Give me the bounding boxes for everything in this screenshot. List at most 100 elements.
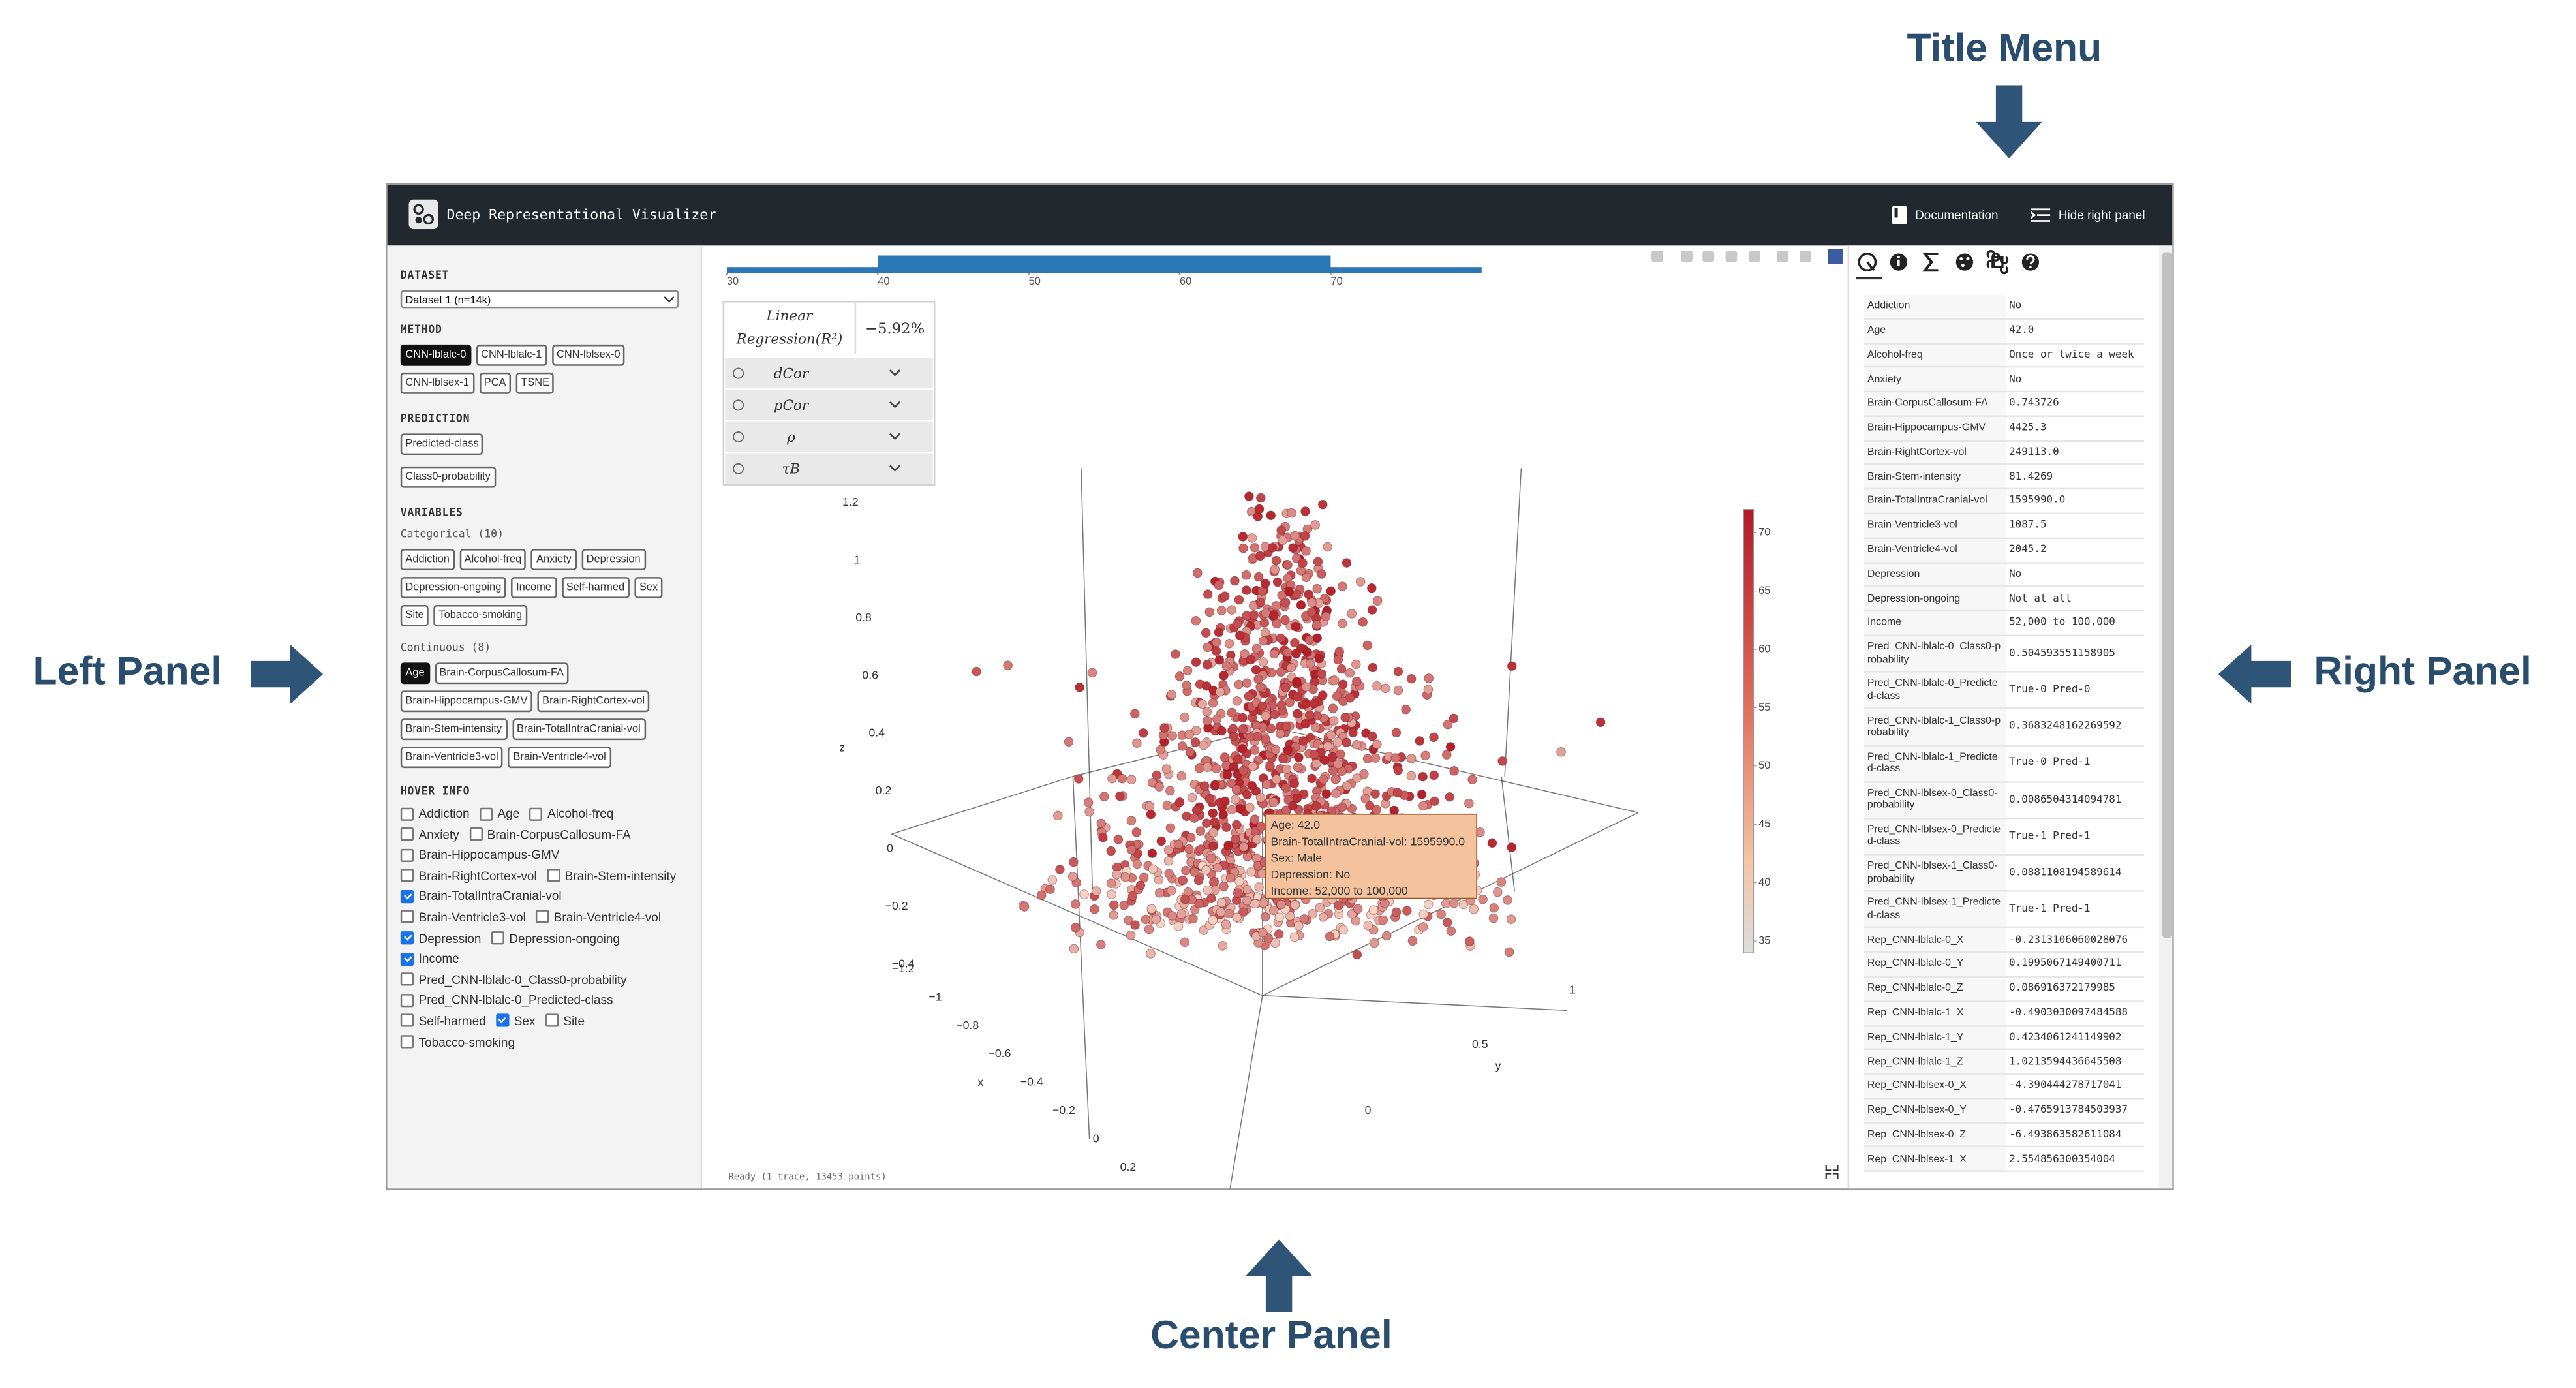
- toggle-button[interactable]: Income: [511, 577, 557, 598]
- scatter-point: [1595, 717, 1606, 728]
- toggle-button[interactable]: Anxiety: [531, 549, 577, 570]
- toggle-button[interactable]: Brain-Hippocampus-GMV: [400, 690, 533, 713]
- toggle-button[interactable]: Brain-Stem-intensity: [400, 718, 507, 741]
- stats-title-line: Linear: [766, 308, 814, 324]
- documentation-button[interactable]: Documentation: [1915, 208, 1999, 223]
- scatter-point: [1353, 904, 1363, 914]
- tab-commands[interactable]: [1986, 250, 2009, 275]
- scatter-point: [1126, 844, 1137, 855]
- toggle-button[interactable]: Sex: [634, 577, 663, 598]
- stats-title-line: Regression(R²): [736, 331, 843, 347]
- toggle-button[interactable]: Alcohol-freq: [459, 549, 527, 570]
- scrollbar-thumb[interactable]: [2161, 252, 2171, 938]
- checkbox[interactable]: [400, 889, 414, 903]
- toggle-button[interactable]: Addiction: [400, 549, 455, 570]
- toggle-button[interactable]: Brain-TotalIntraCranial-vol: [512, 718, 646, 741]
- row-key: Pred_CNN-lblsex-1_Class0-probability: [1863, 854, 2006, 893]
- scatter-point: [1213, 863, 1223, 873]
- scatter-point: [1148, 777, 1158, 788]
- hover-item: Tobacco-smoking: [400, 1034, 515, 1049]
- scrollbar[interactable]: [2158, 245, 2173, 1189]
- row-key: Brain-RightCortex-vol: [1863, 440, 2006, 466]
- scatter-point: [1232, 696, 1242, 706]
- checkbox[interactable]: [479, 807, 493, 820]
- tab-info[interactable]: [1890, 253, 1907, 271]
- checkbox[interactable]: [400, 1014, 414, 1028]
- table-row: Rep_CNN-lblalc-0_X -0.2313106060028076: [1863, 927, 2145, 953]
- tab-stats[interactable]: [1922, 252, 1939, 272]
- checkbox[interactable]: [400, 952, 414, 966]
- scatter-point: [1191, 805, 1202, 815]
- scatter-point: [1263, 933, 1274, 944]
- hover-item: Depression: [400, 931, 481, 946]
- toggle-button[interactable]: CNN-lblsex-0: [551, 344, 626, 366]
- dataset-select[interactable]: Dataset 1 (n=14k): [400, 290, 679, 309]
- scatter-point: [1418, 801, 1428, 811]
- checkbox[interactable]: [400, 827, 414, 841]
- checkbox[interactable]: [491, 931, 504, 945]
- tab-colors[interactable]: [1955, 253, 1974, 271]
- axis-tick-label: −0.4: [1020, 1075, 1043, 1088]
- checkbox[interactable]: [400, 848, 414, 862]
- tooltip-line: Sex: Male: [1270, 852, 1322, 865]
- scatter-point: [1003, 660, 1013, 671]
- checkbox[interactable]: [400, 993, 414, 1007]
- scatter-point: [1367, 605, 1377, 615]
- checkbox[interactable]: [400, 972, 414, 987]
- scatter-point: [1055, 865, 1065, 874]
- checkbox[interactable]: [400, 910, 414, 924]
- axis-tick-label: 0: [887, 842, 893, 855]
- toggle-button[interactable]: PCA: [479, 372, 512, 394]
- annotation: Left Panel: [33, 649, 222, 694]
- scatter-point: [1233, 754, 1243, 765]
- hide-right-panel-button[interactable]: Hide right panel: [2058, 208, 2145, 223]
- scatter-point: [1294, 921, 1304, 931]
- checkbox[interactable]: [400, 807, 414, 820]
- scatter-point: [1289, 932, 1300, 942]
- checkbox[interactable]: [400, 931, 414, 945]
- toggle-button[interactable]: TSNE: [515, 372, 555, 394]
- toggle-button[interactable]: Tobacco-smoking: [433, 605, 527, 626]
- scatter-point: [1246, 867, 1256, 877]
- scatter-point: [1234, 679, 1244, 690]
- section-label: HOVER INFO: [400, 784, 470, 798]
- toggle-button[interactable]: CNN-lblalc-1: [476, 344, 547, 366]
- checkbox[interactable]: [545, 1014, 559, 1028]
- checkbox[interactable]: [535, 910, 549, 924]
- toggle-button[interactable]: Self-harmed: [561, 577, 630, 598]
- toggle-button[interactable]: Brain-RightCortex-vol: [537, 690, 650, 713]
- scatter-point: [1225, 872, 1236, 883]
- scatter-point: [1126, 775, 1137, 785]
- toggle-button[interactable]: Age: [400, 662, 430, 685]
- toggle-button[interactable]: Brain-CorpusCallosum-FA: [434, 662, 569, 685]
- toggle-button[interactable]: Brain-Ventricle4-vol: [508, 747, 611, 769]
- toggle-button[interactable]: Depression-ongoing: [400, 577, 506, 598]
- toggle-button[interactable]: Predicted-class: [400, 433, 484, 455]
- toggle-button[interactable]: CNN-lblsex-1: [400, 372, 474, 394]
- scatter-point: [1418, 771, 1428, 782]
- checkbox-label: Brain-Ventricle4-vol: [553, 910, 662, 925]
- checkbox[interactable]: [546, 869, 560, 883]
- toggle-button[interactable]: Class0-probability: [400, 466, 496, 488]
- toggle-button[interactable]: Site: [400, 605, 429, 626]
- scatter-point: [1556, 747, 1566, 757]
- toggle-button[interactable]: Brain-Ventricle3-vol: [400, 747, 504, 769]
- checkbox[interactable]: [495, 1014, 510, 1028]
- tab-help[interactable]: [2021, 253, 2040, 271]
- scatter-point: [1203, 642, 1213, 653]
- toggle-button[interactable]: CNN-lblalc-0: [400, 344, 472, 366]
- scatter-point: [1487, 838, 1497, 848]
- tab-hover[interactable]: [1858, 253, 1877, 272]
- checkbox-label: Depression-ongoing: [509, 931, 620, 946]
- scatter-point: [1351, 659, 1361, 670]
- checkbox[interactable]: [400, 1035, 414, 1049]
- scatter-point: [1250, 543, 1260, 553]
- row-key: Rep_CNN-lblalc-1_Y: [1863, 1025, 2006, 1051]
- scatter-point: [1418, 921, 1428, 932]
- checkbox[interactable]: [400, 869, 414, 883]
- toggle-button[interactable]: Depression: [581, 549, 646, 570]
- checkbox[interactable]: [468, 827, 483, 841]
- checkbox[interactable]: [529, 807, 543, 820]
- scatter-point: [1281, 783, 1291, 793]
